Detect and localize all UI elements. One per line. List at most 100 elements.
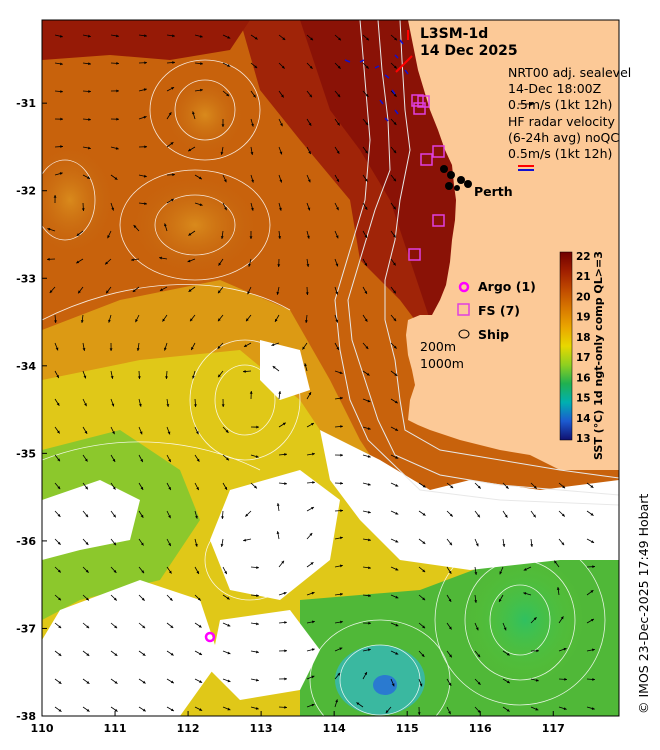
velocity-arrowhead — [144, 202, 147, 206]
velocity-arrowhead — [391, 683, 395, 687]
velocity-arrowhead — [255, 678, 259, 682]
velocity-arrowhead — [365, 122, 369, 126]
velocity-arrowhead — [144, 34, 147, 38]
velocity-arrowhead — [337, 122, 340, 126]
velocity-arrowhead — [112, 458, 116, 462]
velocity-arrowhead — [221, 404, 225, 407]
velocity-arrowhead — [535, 707, 539, 711]
velocity-arrowhead — [106, 290, 109, 294]
velocity-arrowhead — [172, 34, 175, 38]
velocity-arrowhead — [198, 176, 202, 180]
velocity-arrowhead — [284, 705, 287, 709]
velocity-arrowhead — [56, 402, 60, 406]
velocity-arrowhead — [339, 536, 343, 540]
velocity-arrowhead — [339, 564, 343, 568]
velocity-arrowhead — [365, 346, 369, 349]
velocity-arrowhead — [57, 486, 61, 490]
velocity-arrowhead — [311, 648, 315, 652]
velocity-arrowhead — [590, 485, 594, 488]
velocity-arrowhead — [114, 177, 118, 180]
velocity-arrowhead — [392, 262, 396, 266]
velocity-arrowhead — [475, 543, 479, 547]
velocity-arrowhead — [250, 207, 254, 211]
velocity-arrowhead — [367, 427, 371, 430]
warm-eddy-3 — [42, 145, 115, 255]
velocity-arrowhead — [278, 236, 282, 239]
velocity-arrowhead — [366, 372, 370, 376]
velocity-arrowhead — [140, 459, 143, 463]
velocity-arrowhead — [335, 699, 338, 703]
velocity-arrows — [46, 34, 596, 716]
velocity-arrowhead — [449, 542, 453, 546]
velocity-arrowhead — [282, 37, 286, 40]
colorbar-tick-label: 13 — [576, 433, 591, 445]
velocity-arrowhead — [88, 62, 91, 66]
x-axis: 110 111 112 113 114 115 116 117 — [31, 711, 565, 735]
velocity-arrowhead — [311, 620, 315, 624]
velocity-arrowhead — [284, 649, 287, 653]
x-tick-label: 112 — [177, 722, 200, 735]
velocity-arrowhead — [417, 712, 421, 715]
velocity-arrowhead — [272, 366, 276, 369]
velocity-arrowhead — [227, 707, 231, 711]
velocity-arrowhead — [340, 509, 343, 513]
velocity-arrowhead — [563, 647, 567, 651]
velocity-arrowhead — [85, 542, 89, 545]
velocity-arrowhead — [365, 65, 369, 69]
warm-eddy-2 — [130, 175, 260, 275]
velocity-arrowhead — [280, 123, 283, 127]
velocity-arrowhead — [199, 680, 203, 683]
plot-frame — [41, 19, 620, 717]
velocity-arrowhead — [194, 404, 197, 407]
velocity-arrowhead — [165, 376, 168, 379]
velocity-arrowhead — [310, 423, 314, 426]
colorbar-tick-label: 19 — [576, 312, 591, 324]
velocity-arrowhead — [54, 320, 57, 323]
velocity-arrowhead — [196, 487, 199, 491]
velocity-arrowhead — [88, 118, 91, 121]
velocity-arrowhead — [200, 88, 203, 92]
velocity-arrowhead — [170, 625, 174, 628]
velocity-arrowhead — [309, 65, 313, 69]
map-plot — [42, 20, 619, 716]
velocity-arrowhead — [393, 345, 397, 349]
velocity-arrowhead — [307, 207, 311, 211]
velocity-arrowhead — [364, 318, 368, 322]
velocity-arrowhead — [88, 90, 91, 93]
velocity-arrowhead — [111, 403, 115, 407]
velocity-arrowhead — [168, 459, 171, 463]
velocity-arrowhead — [81, 208, 85, 211]
velocity-arrowhead — [254, 65, 258, 69]
velocity-arrowhead — [255, 706, 259, 710]
velocity-arrowhead — [131, 258, 134, 262]
velocity-arrowhead — [170, 142, 174, 145]
x-tick-label: 111 — [104, 722, 127, 735]
velocity-arrowhead — [108, 319, 111, 323]
colorbar-ticks: 22 21 20 19 18 17 16 15 14 13 — [576, 251, 591, 445]
velocity-arrowhead — [218, 290, 221, 294]
fs-marker — [420, 153, 433, 166]
velocity-arrowhead — [53, 195, 57, 198]
velocity-arrowhead — [58, 681, 62, 684]
velocity-arrowhead — [109, 348, 113, 351]
velocity-arrowhead — [137, 376, 141, 379]
velocity-arrowhead — [533, 485, 537, 489]
velocity-arrowhead — [364, 234, 368, 238]
velocity-arrowhead — [86, 708, 90, 712]
velocity-arrowhead — [309, 94, 312, 98]
velocity-arrowhead — [116, 117, 119, 121]
velocity-arrowhead — [356, 702, 360, 706]
velocity-arrowhead — [224, 571, 227, 575]
velocity-arrowhead — [57, 458, 60, 462]
velocity-arrowhead — [197, 597, 201, 601]
velocity-arrowhead — [448, 682, 452, 686]
velocity-arrowhead — [365, 150, 368, 154]
velocity-arrowhead — [132, 289, 136, 292]
velocity-arrowhead — [245, 513, 249, 517]
velocity-arrowhead — [188, 148, 192, 152]
velocity-arrowhead — [76, 260, 80, 264]
velocity-arrowhead — [85, 597, 89, 601]
velocity-arrowhead — [218, 262, 222, 266]
velocity-arrowhead — [192, 375, 195, 379]
velocity-arrowhead — [59, 34, 63, 38]
